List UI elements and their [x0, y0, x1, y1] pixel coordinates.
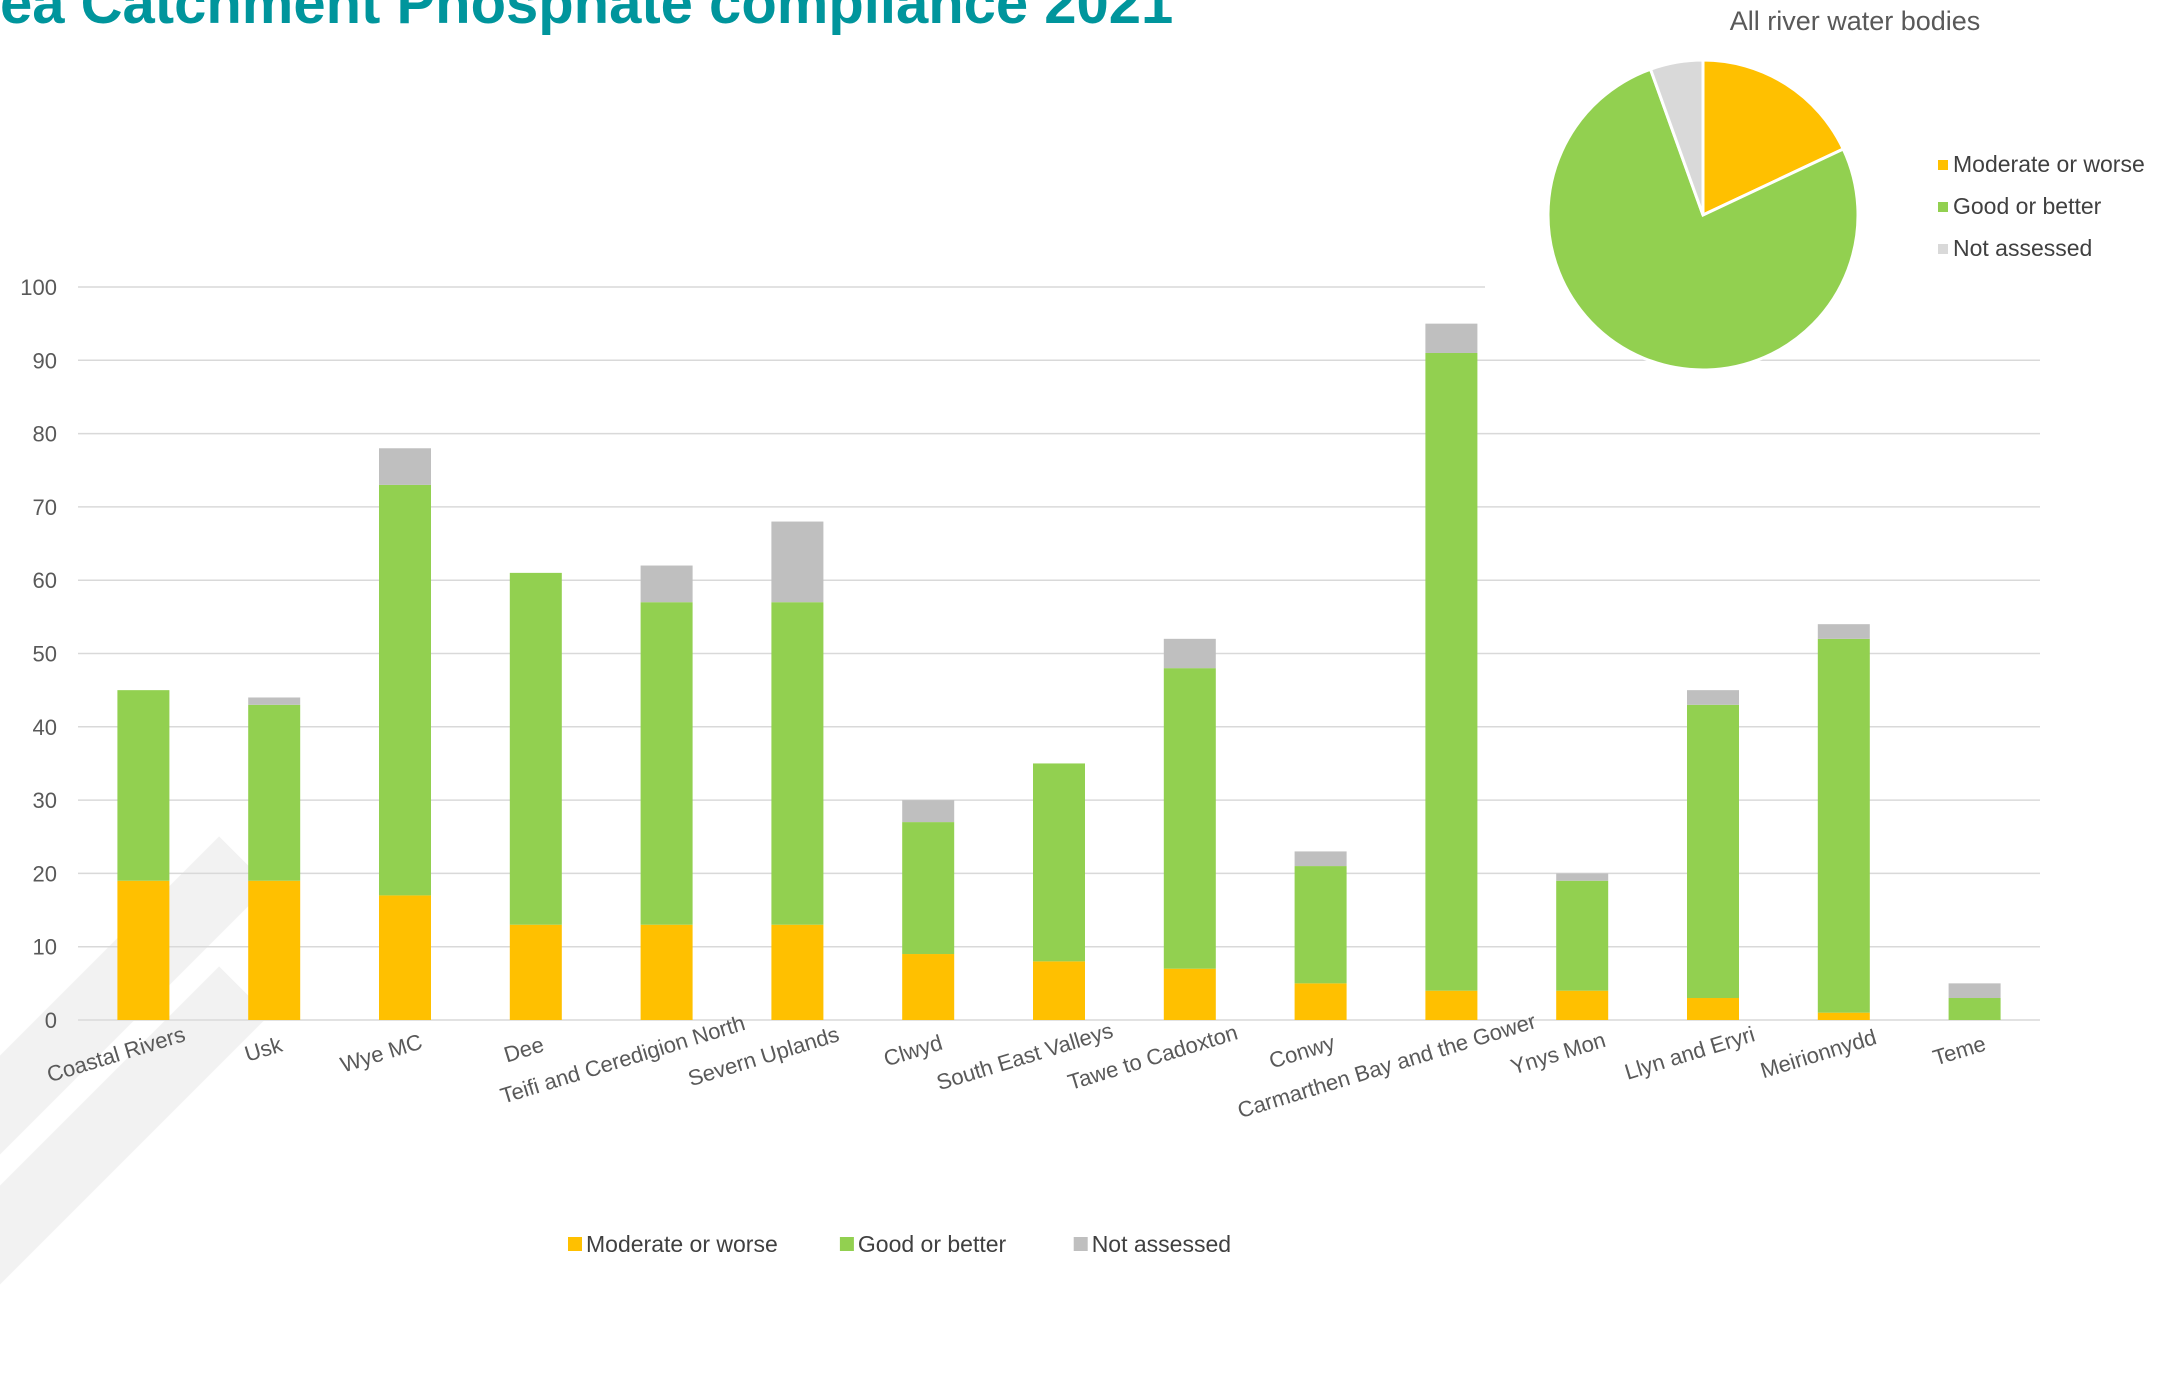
bar-segment [1556, 990, 1609, 1020]
x-tick-label: Usk [242, 1031, 286, 1066]
bar-segment [902, 954, 955, 1020]
x-tick-label: Meirionnydd [1757, 1024, 1879, 1083]
bar-segment [1033, 763, 1085, 962]
bar-segment [1425, 323, 1478, 353]
bar-segment [117, 880, 170, 1020]
legend-label: Good or better [858, 1231, 1007, 1257]
y-tick-label: 70 [33, 495, 57, 520]
bar-segment [1294, 983, 1347, 1020]
bar-segment [248, 880, 301, 1020]
bar-segment [771, 602, 824, 925]
bar-segment [1817, 624, 1870, 639]
bar-segment [1687, 998, 1739, 1020]
y-tick-label: 30 [33, 788, 57, 813]
pie-title: All river water bodies [1730, 6, 1981, 36]
x-tick-label: Teme [1930, 1031, 1989, 1071]
bar-segment [1163, 968, 1216, 1020]
y-tick-label: 60 [33, 568, 57, 593]
legend-swatch [1938, 202, 1948, 212]
bar-segment [1817, 638, 1870, 1013]
bar-segment [1687, 704, 1739, 999]
bar-segment [771, 924, 824, 1020]
x-tick-label: Wye MC [337, 1029, 425, 1078]
legend-label: Good or better [1953, 193, 2102, 219]
bar-segment [1948, 998, 2001, 1020]
page-title: ea Catchment Phosphate compliance 2021 [0, 0, 1174, 36]
bar-segment [248, 697, 301, 705]
bar-segment [640, 565, 693, 603]
y-tick-label: 90 [33, 348, 57, 373]
bar-segment [1425, 990, 1478, 1020]
legend-label: Moderate or worse [1953, 151, 2145, 177]
legend-label: Not assessed [1092, 1231, 1231, 1257]
bar-segment [1556, 880, 1609, 991]
bar-segment [640, 602, 693, 925]
legend-label: Moderate or worse [586, 1231, 778, 1257]
bar-segment [1556, 873, 1609, 881]
y-tick-label: 40 [33, 715, 57, 740]
chart-canvas: 0 10 20 30 40 50 60 70 80 90 100 Coastal Rivers Usk W… [20, 6, 2145, 1257]
bar-segment [771, 521, 824, 603]
bar-segment [509, 572, 562, 925]
legend-label: Not assessed [1953, 235, 2092, 261]
bar-segment [902, 800, 955, 823]
pie-slice [1546, 67, 1860, 372]
pie-slice [1648, 58, 1705, 216]
y-tick-label: 100 [20, 275, 57, 300]
x-tick-label: Llyn and Eryri [1622, 1021, 1758, 1084]
y-tick-label: 0 [45, 1008, 57, 1033]
legend-swatch [1938, 160, 1948, 170]
bar-segment [1294, 851, 1347, 867]
x-tick-label: Coastal Rivers [44, 1021, 188, 1087]
bar-segment [1294, 866, 1347, 984]
bar-segment [1163, 668, 1216, 969]
legend-swatch [1938, 244, 1948, 254]
legend-swatch [568, 1237, 582, 1251]
bar-segment [1033, 961, 1085, 1020]
x-tick-label: Clwyd [881, 1030, 946, 1071]
x-tick-label: Dee [501, 1032, 547, 1068]
bar-segment [1425, 352, 1478, 991]
bar-segment [248, 704, 301, 881]
legend-swatch [1073, 1237, 1088, 1251]
bar-segment [509, 924, 562, 1020]
y-tick-label: 20 [33, 861, 57, 886]
bar-segment [1817, 1012, 1870, 1020]
bar-segment [117, 690, 170, 881]
y-tick-label: 10 [33, 935, 57, 960]
bar-segment [379, 484, 431, 896]
bar-segment [1163, 638, 1216, 669]
y-tick-label: 80 [33, 422, 57, 447]
bar-segment [1948, 983, 2001, 999]
bar-segment [640, 924, 693, 1020]
bar-segment [902, 822, 955, 955]
pie-slice [1701, 58, 1846, 218]
bar-segment [379, 895, 431, 1020]
bar-segment [1687, 690, 1739, 705]
bar-segment [379, 448, 431, 485]
legend-swatch [839, 1237, 854, 1251]
x-tick-label: Conwy [1266, 1030, 1338, 1074]
y-tick-label: 50 [33, 642, 57, 667]
